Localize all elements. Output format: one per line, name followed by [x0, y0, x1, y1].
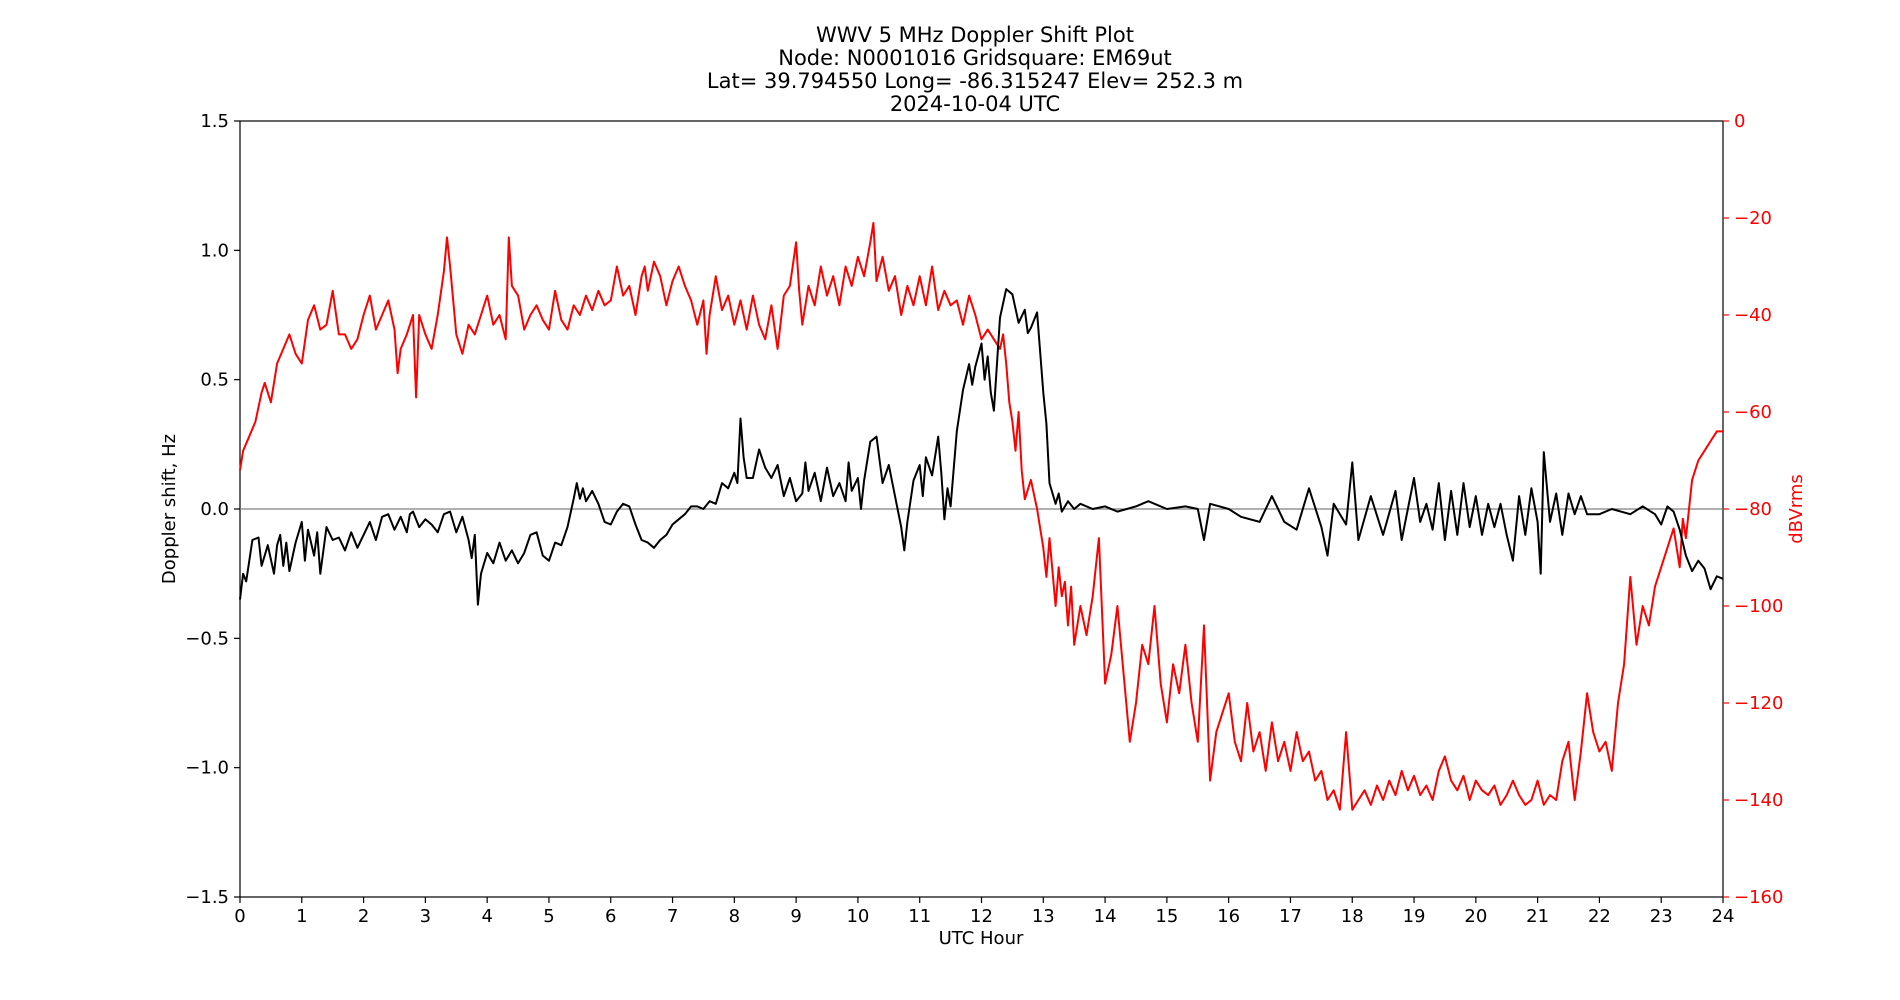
y-right-tick-label: −20	[1734, 208, 1772, 229]
y-axis-left: −1.5 −1.0 −0.5 0.0 0.5 1.0 1.5	[185, 111, 240, 908]
y-left-tick-label: 1.5	[200, 111, 229, 132]
chart-title: WWV 5 MHz Doppler Shift Plot Node: N0001…	[707, 23, 1243, 116]
title-line-1: WWV 5 MHz Doppler Shift Plot	[816, 23, 1134, 47]
y-left-tick-label: −1.5	[185, 887, 229, 908]
y-axis-right: −160 −140 −120 −100 −80 −60 −40 −20 0	[1723, 111, 1783, 908]
y-right-tick-label: −100	[1734, 596, 1783, 617]
x-tick-label: 15	[1155, 906, 1178, 927]
x-tick-label: 0	[234, 906, 245, 927]
x-tick-label: 17	[1279, 906, 1302, 927]
y-axis-right-label: dBVrms	[1786, 474, 1807, 544]
x-tick-label: 12	[970, 906, 993, 927]
x-tick-label: 14	[1094, 906, 1117, 927]
y-left-tick-label: 0.5	[200, 370, 229, 391]
x-tick-label: 18	[1341, 906, 1364, 927]
x-tick-label: 2	[358, 906, 369, 927]
x-tick-label: 4	[481, 906, 492, 927]
x-tick-label: 24	[1712, 906, 1735, 927]
y-left-tick-label: −0.5	[185, 628, 229, 649]
x-tick-label: 6	[605, 906, 616, 927]
y-right-tick-label: −80	[1734, 499, 1772, 520]
x-tick-label: 19	[1403, 906, 1426, 927]
y-right-tick-label: −40	[1734, 305, 1772, 326]
y-left-tick-label: −1.0	[185, 758, 229, 779]
doppler-shift-line	[239, 288, 1724, 606]
x-tick-label: 21	[1526, 906, 1549, 927]
x-tick-label: 10	[846, 906, 869, 927]
title-line-4: 2024-10-04 UTC	[890, 92, 1060, 116]
y-right-tick-label: −60	[1734, 402, 1772, 423]
y-right-tick-label: 0	[1734, 111, 1745, 132]
x-tick-label: 7	[667, 906, 678, 927]
x-tick-label: 16	[1217, 906, 1240, 927]
x-axis-label: UTC Hour	[939, 928, 1024, 949]
x-tick-label: 11	[908, 906, 931, 927]
x-tick-label: 22	[1588, 906, 1611, 927]
y-right-tick-label: −140	[1734, 790, 1783, 811]
x-tick-label: 1	[296, 906, 307, 927]
y-right-tick-label: −120	[1734, 693, 1783, 714]
series-layer	[239, 221, 1724, 811]
x-tick-label: 23	[1650, 906, 1673, 927]
x-tick-label: 8	[729, 906, 740, 927]
title-line-2: Node: N0001016 Gridsquare: EM69ut	[778, 46, 1171, 70]
x-tick-label: 9	[790, 906, 801, 927]
x-tick-label: 5	[543, 906, 554, 927]
x-tick-label: 3	[420, 906, 431, 927]
x-tick-label: 13	[1032, 906, 1055, 927]
x-tick-label: 20	[1464, 906, 1487, 927]
y-left-tick-label: 1.0	[200, 240, 229, 261]
y-left-tick-label: 0.0	[200, 499, 229, 520]
x-axis: 0 1 2 3 4 5 6 7 8 9 10 11 12 13 14 15 16 17 18 19 20 21 22 23 24	[234, 897, 1734, 927]
y-axis-left-label: Doppler shift, Hz	[159, 434, 180, 584]
power-dbvrms-line	[239, 221, 1723, 811]
title-line-3: Lat= 39.794550 Long= -86.315247 Elev= 25…	[707, 69, 1243, 93]
y-right-tick-label: −160	[1734, 887, 1783, 908]
